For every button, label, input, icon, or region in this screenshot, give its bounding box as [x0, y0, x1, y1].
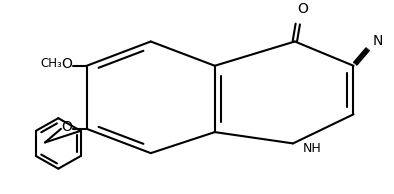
Text: O: O: [61, 120, 72, 134]
Text: N: N: [372, 34, 383, 48]
Text: O: O: [61, 57, 72, 71]
Text: NH: NH: [303, 142, 322, 155]
Text: CH₃: CH₃: [40, 57, 62, 70]
Text: O: O: [297, 3, 308, 16]
